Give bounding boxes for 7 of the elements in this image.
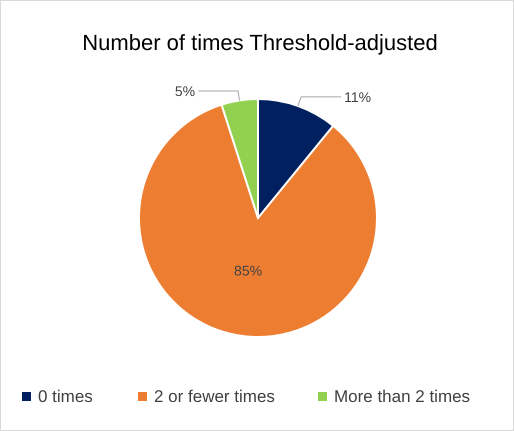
chart-title: Number of times Threshold-adjusted [82,30,438,55]
data-label: 5% [174,83,196,100]
data-label: 85% [234,262,262,279]
legend-label: 2 or fewer times [154,387,275,406]
data-label: 11% [344,88,372,105]
legend-label: More than 2 times [334,387,470,406]
legend-label: 0 times [38,387,93,406]
